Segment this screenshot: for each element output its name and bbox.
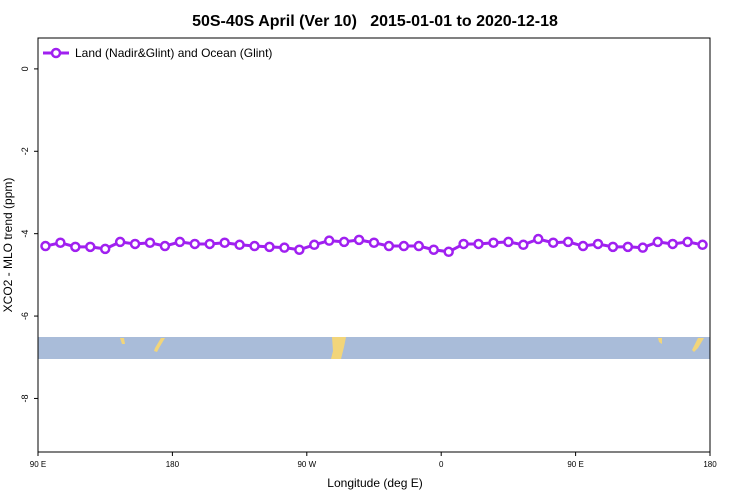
point (279, 242, 290, 253)
x-tick-label: 180 (166, 460, 180, 469)
point (338, 236, 350, 248)
point (219, 237, 230, 248)
point (473, 238, 484, 250)
y-axis-label: XCO2 - MLO trend (ppm) (1, 178, 15, 313)
chart-title: 50S-40S April (Ver 10) 2015-01-01 to 202… (192, 13, 558, 30)
point (652, 236, 663, 248)
map-band (38, 337, 710, 359)
point (577, 240, 589, 252)
point (144, 237, 156, 248)
point (353, 234, 365, 246)
ocean (38, 337, 710, 359)
y-tick-label: -6 (20, 312, 30, 320)
y-tick-label: -2 (20, 147, 30, 155)
point (294, 244, 305, 255)
point (234, 239, 245, 251)
y-tick-label: 0 (20, 66, 30, 71)
x-tick-label: 90 E (567, 460, 583, 469)
point (309, 239, 320, 251)
point (174, 236, 186, 248)
point (488, 237, 499, 248)
point (518, 239, 529, 251)
point (55, 237, 66, 248)
x-tick-label: 90 E (30, 460, 46, 469)
point (129, 238, 141, 250)
point (323, 235, 335, 246)
point (607, 241, 619, 253)
point (40, 240, 51, 252)
legend-marker (50, 47, 62, 59)
point (159, 240, 171, 252)
y-tick-label: -8 (20, 394, 30, 402)
point (667, 238, 678, 250)
legend-label: Land (Nadir&Glint) and Ocean (Glint) (75, 46, 272, 60)
point (622, 241, 634, 253)
point (562, 236, 574, 248)
point (682, 236, 693, 248)
point (189, 238, 201, 250)
x-axis-label: Longitude (deg E) (327, 476, 422, 490)
point (368, 237, 380, 248)
x-tick-label: 180 (703, 460, 717, 469)
point (443, 246, 454, 258)
point (70, 241, 81, 253)
point (637, 242, 649, 253)
x-tick-label: 0 (439, 460, 444, 469)
point (592, 238, 604, 250)
point (264, 241, 275, 253)
plot-frame (37, 37, 711, 453)
point (398, 240, 410, 252)
point (99, 243, 111, 255)
point (249, 240, 260, 252)
point (428, 244, 439, 255)
point (503, 236, 514, 248)
point (383, 240, 395, 252)
x-tick-label: 90 W (297, 460, 316, 469)
point (204, 238, 215, 250)
point (547, 237, 559, 248)
point (533, 233, 544, 245)
point (413, 240, 425, 252)
point (697, 239, 708, 251)
y-tick-label: -4 (20, 230, 30, 238)
point (458, 238, 469, 250)
point (85, 241, 96, 253)
point (114, 236, 126, 248)
